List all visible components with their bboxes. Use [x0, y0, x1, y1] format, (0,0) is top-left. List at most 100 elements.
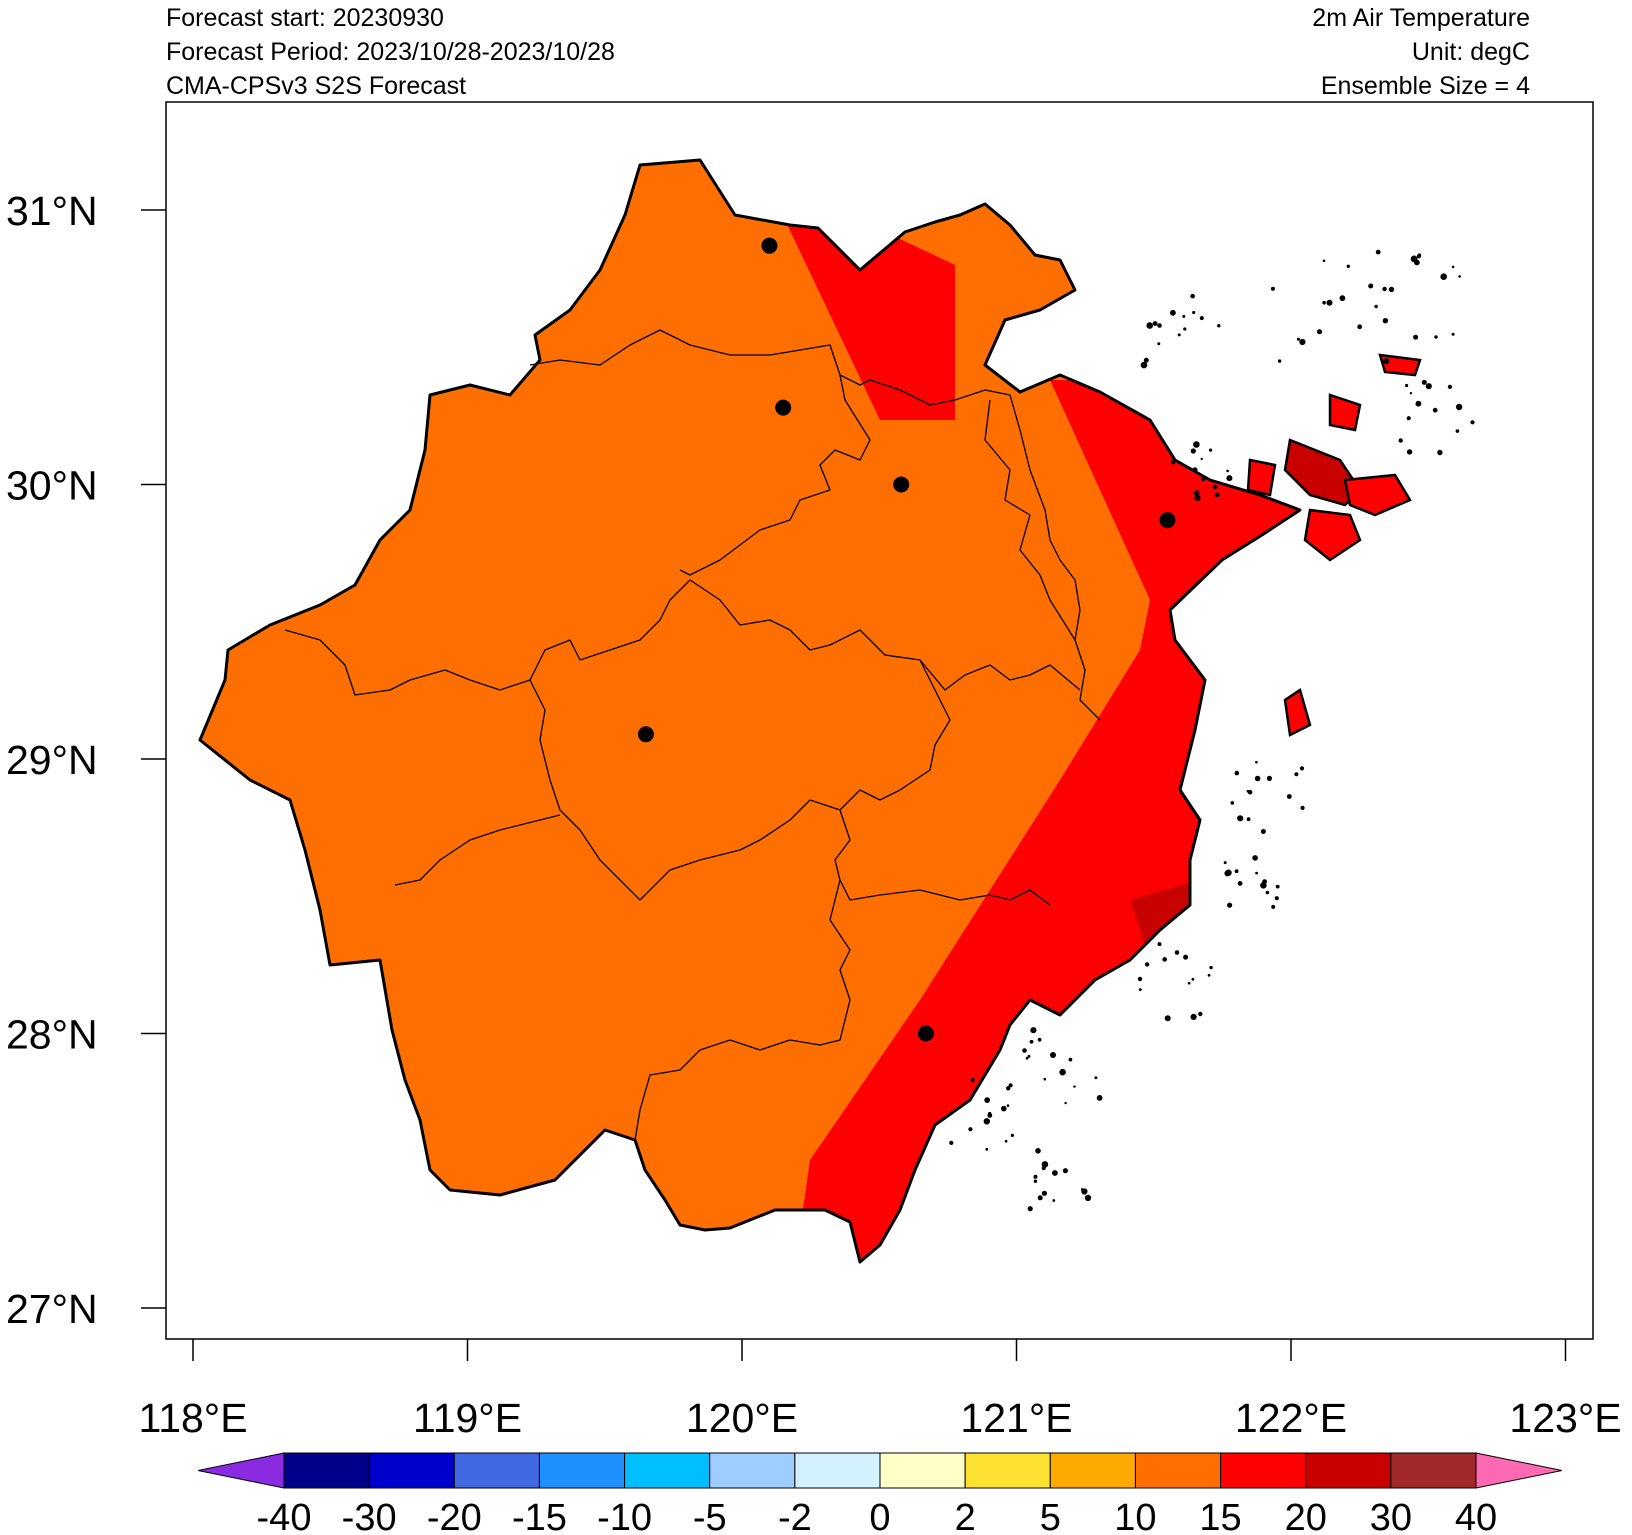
boundary-central-3: [689, 579, 1081, 691]
lon-tick-label: 122°E: [1235, 1395, 1347, 1441]
islet: [1050, 1052, 1056, 1058]
islet: [1296, 337, 1300, 341]
latitude-ticks: 27°N 28°N 29°N 30°N 31°N: [6, 188, 166, 1332]
islet: [1382, 318, 1389, 324]
islet: [1033, 1174, 1038, 1179]
colorbar-label: 40: [1455, 1497, 1497, 1535]
colorbar-label: -40: [257, 1497, 312, 1535]
variable-label: 2m Air Temperature: [1312, 4, 1530, 32]
colorbar-label: -30: [342, 1497, 397, 1535]
islet: [1174, 950, 1180, 955]
lon-tick-label: 123°E: [1509, 1395, 1621, 1441]
city-point-4: [1159, 512, 1176, 529]
colorbar: -40 -30 -20 -15 -10 -5 -2 0 2 5 10 15 20 30 40: [197, 1452, 1563, 1535]
boundary-central-2: [984, 399, 1076, 641]
colorbar-label: 20: [1285, 1497, 1327, 1535]
islet: [1190, 448, 1196, 454]
colorbar-box: [964, 1452, 1051, 1489]
islet: [1237, 815, 1244, 822]
islet: [1187, 981, 1191, 985]
islet: [1226, 469, 1229, 473]
islet: [1234, 770, 1240, 776]
colorbar-label: -5: [693, 1497, 727, 1535]
island: [1303, 508, 1362, 562]
islet: [1388, 286, 1395, 293]
islet: [1246, 789, 1250, 793]
islet: [1225, 869, 1232, 876]
islet: [1455, 403, 1463, 411]
boundary-lishui-wenzhou: [634, 879, 851, 1141]
city-point-3: [893, 476, 910, 493]
islet: [1062, 1168, 1068, 1174]
colorbar-label: 0: [869, 1497, 890, 1535]
islet: [1035, 1148, 1041, 1154]
boundary-east: [1009, 394, 1101, 721]
islet: [1271, 904, 1276, 909]
forecast-start-label: Forecast start: 20230930: [166, 4, 444, 32]
colorbar-low-arrow: [197, 1452, 285, 1489]
islet: [1447, 384, 1452, 389]
islet: [1201, 477, 1206, 482]
islet: [1183, 327, 1187, 331]
lat-tick-label: 31°N: [6, 188, 98, 234]
islet: [1164, 1015, 1171, 1022]
colorbar-label: 5: [1040, 1497, 1061, 1535]
islet: [1029, 1039, 1034, 1044]
islet: [984, 1097, 991, 1103]
islet: [1227, 902, 1233, 908]
islet: [1027, 1206, 1033, 1212]
islet: [1209, 448, 1213, 452]
islet: [1374, 304, 1378, 309]
boundary-jinhua-east: [834, 659, 951, 881]
islet: [1223, 861, 1227, 865]
islet: [1415, 400, 1422, 407]
colorbar-box: [283, 1452, 370, 1489]
colorbar-label: -15: [512, 1497, 567, 1535]
islet: [1413, 334, 1419, 340]
islet: [1252, 855, 1258, 861]
islet: [1262, 879, 1267, 884]
islet: [987, 1113, 993, 1118]
islet: [1234, 869, 1239, 874]
islet: [1094, 1076, 1098, 1080]
islet: [983, 1118, 990, 1125]
islet: [1138, 988, 1142, 991]
islet: [1170, 309, 1176, 316]
islet: [1230, 801, 1235, 805]
islet: [1010, 1133, 1015, 1137]
islet: [1183, 954, 1189, 960]
islet: [1006, 1086, 1011, 1091]
lon-tick-label: 120°E: [686, 1395, 798, 1441]
islet: [1217, 324, 1221, 328]
longitude-ticks: 118°E 119°E 120°E 121°E 122°E 123°E: [138, 1339, 1622, 1441]
islet: [1274, 896, 1279, 901]
islet: [1346, 264, 1351, 268]
colorbar-box: [1134, 1452, 1222, 1489]
islet: [1357, 324, 1363, 330]
islet: [1052, 1199, 1056, 1202]
island: [1378, 353, 1422, 377]
islet: [1143, 357, 1149, 363]
islet: [1437, 449, 1443, 456]
city-point-6: [917, 1025, 934, 1042]
colorbar-label: 10: [1114, 1497, 1156, 1535]
islet: [1041, 1161, 1049, 1168]
colorbar-box: [794, 1452, 881, 1489]
islet: [1033, 1179, 1038, 1183]
islet: [1227, 478, 1231, 481]
colorbar-box: [1305, 1452, 1392, 1489]
islet: [1146, 322, 1153, 329]
islet: [1025, 1056, 1029, 1060]
colorbar-label: 15: [1199, 1497, 1241, 1535]
islet: [1037, 1037, 1042, 1042]
island: [1328, 393, 1362, 432]
colorbar-box: [453, 1452, 540, 1489]
islet: [1209, 965, 1213, 970]
islet: [1299, 338, 1306, 346]
boundary-central-1: [679, 374, 871, 576]
islet: [1191, 977, 1195, 981]
islet: [1326, 299, 1333, 306]
islet: [1041, 1190, 1047, 1196]
islet: [1322, 259, 1326, 263]
islet: [1182, 314, 1186, 318]
